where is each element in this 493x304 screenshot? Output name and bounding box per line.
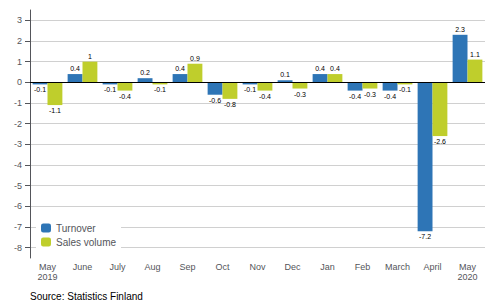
svg-text:2019: 2019	[37, 272, 57, 282]
svg-text:-0.1: -0.1	[244, 86, 256, 93]
svg-text:-0.3: -0.3	[364, 91, 376, 98]
svg-text:0.4: 0.4	[315, 65, 325, 72]
svg-text:-7: -7	[14, 222, 22, 232]
svg-text:-0.4: -0.4	[119, 93, 131, 100]
svg-text:2.3: 2.3	[455, 26, 465, 33]
svg-text:2020: 2020	[457, 272, 477, 282]
svg-text:-0.1: -0.1	[399, 86, 411, 93]
svg-text:Feb: Feb	[355, 262, 371, 272]
svg-text:2: 2	[17, 36, 22, 46]
svg-text:-0.1: -0.1	[104, 86, 116, 93]
svg-text:0.1: 0.1	[280, 71, 290, 78]
svg-text:-5: -5	[14, 181, 22, 191]
svg-text:Sales volume: Sales volume	[56, 237, 116, 248]
svg-text:-0.3: -0.3	[294, 91, 306, 98]
svg-text:Sep: Sep	[179, 262, 195, 272]
svg-text:-0.4: -0.4	[349, 93, 361, 100]
svg-text:June: June	[73, 262, 93, 272]
svg-text:-7.2: -7.2	[419, 233, 431, 240]
svg-text:Turnover: Turnover	[56, 223, 96, 234]
svg-text:-0.4: -0.4	[384, 93, 396, 100]
svg-text:-1: -1	[14, 98, 22, 108]
svg-text:Source: Statistics Finland: Source: Statistics Finland	[30, 291, 143, 302]
svg-text:April: April	[423, 262, 441, 272]
svg-text:1.1: 1.1	[470, 51, 480, 58]
svg-text:3: 3	[17, 15, 22, 25]
svg-text:-0.1: -0.1	[34, 86, 46, 93]
svg-text:-0.6: -0.6	[209, 97, 221, 104]
svg-text:-4: -4	[14, 160, 22, 170]
svg-text:March: March	[385, 262, 410, 272]
svg-text:1: 1	[88, 53, 92, 60]
svg-text:0.4: 0.4	[175, 65, 185, 72]
svg-text:July: July	[109, 262, 126, 272]
svg-text:Nov: Nov	[249, 262, 266, 272]
svg-text:Dec: Dec	[284, 262, 301, 272]
svg-text:Oct: Oct	[215, 262, 230, 272]
svg-text:-0.8: -0.8	[224, 101, 236, 108]
svg-text:May: May	[39, 262, 57, 272]
svg-text:-2.6: -2.6	[434, 138, 446, 145]
svg-text:1: 1	[17, 57, 22, 67]
svg-text:Jan: Jan	[320, 262, 335, 272]
svg-text:-2: -2	[14, 119, 22, 129]
svg-text:-3: -3	[14, 139, 22, 149]
svg-text:0.4: 0.4	[70, 65, 80, 72]
svg-text:-0.4: -0.4	[259, 93, 271, 100]
svg-text:Aug: Aug	[144, 262, 160, 272]
svg-text:-1.1: -1.1	[49, 107, 61, 114]
svg-text:0.4: 0.4	[330, 65, 340, 72]
svg-text:0: 0	[17, 77, 22, 87]
svg-text:0.2: 0.2	[140, 69, 150, 76]
svg-text:0.9: 0.9	[190, 55, 200, 62]
svg-text:-6: -6	[14, 201, 22, 211]
svg-text:-0.1: -0.1	[154, 86, 166, 93]
svg-text:-8: -8	[14, 243, 22, 253]
svg-text:May: May	[459, 262, 477, 272]
